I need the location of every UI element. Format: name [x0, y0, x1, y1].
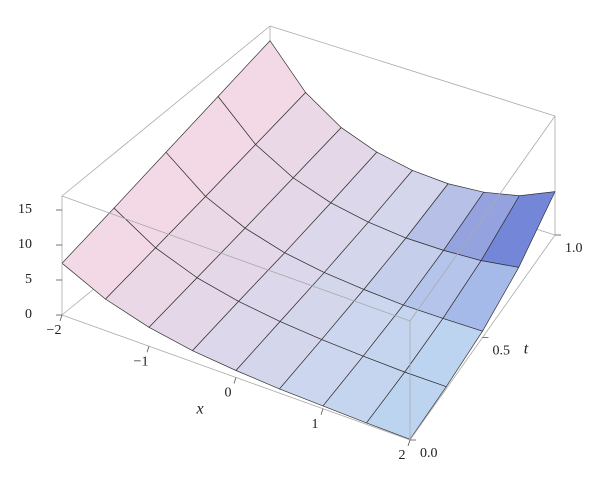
x-tick	[59, 314, 63, 322]
box-edge	[269, 25, 556, 117]
surface-patch	[366, 371, 447, 440]
x-tick	[233, 377, 237, 384]
box-edge	[61, 25, 271, 197]
x-axis-label: x	[195, 401, 203, 418]
t-axis-label: t	[524, 341, 529, 358]
x-tick-label: −2	[47, 323, 62, 338]
x-tick-label: −1	[134, 354, 149, 369]
t-tick-label: 0.5	[493, 344, 511, 359]
box-edge	[61, 195, 411, 322]
x-tick-label: 2	[399, 448, 406, 463]
x-tick	[320, 408, 324, 415]
box-edge	[409, 115, 556, 322]
x-tick	[407, 439, 411, 447]
z-tick-label: 10	[18, 237, 32, 252]
z-tick-label: 15	[18, 202, 32, 217]
t-tick-label: 1.0	[565, 241, 583, 256]
x-tick	[146, 346, 150, 353]
t-tick-label: 0.0	[420, 446, 438, 461]
z-tick-label: 5	[25, 272, 32, 287]
z-tick-label: 0	[25, 307, 32, 322]
x-tick-label: 1	[312, 417, 319, 432]
x-tick-label: 0	[225, 386, 232, 401]
